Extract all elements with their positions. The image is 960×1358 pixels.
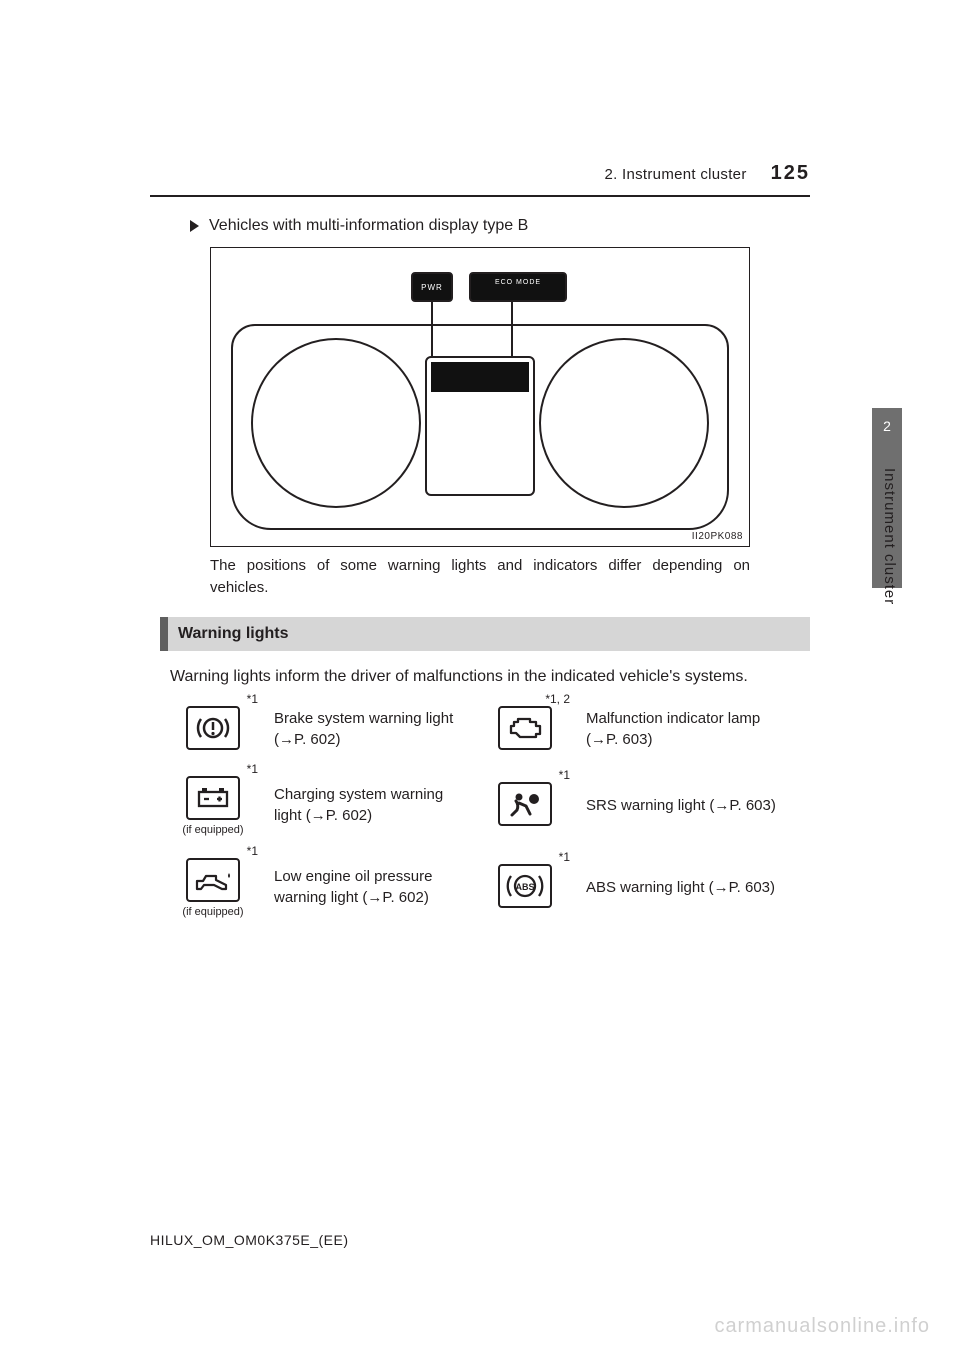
bullet-line: Vehicles with multi-information display … <box>190 217 810 235</box>
superscript: *1 <box>247 844 258 858</box>
pwr-label: PWR <box>413 274 451 302</box>
abs-icon: ABS <box>498 864 552 908</box>
page-header: 2. Instrument cluster 125 <box>150 162 810 185</box>
chapter-label: Instrument cluster <box>881 468 898 605</box>
brake-warning-icon <box>186 706 240 750</box>
section-heading: Warning lights <box>160 617 810 651</box>
warning-lights-grid: *1 Brake system warning light (→P. 602) … <box>170 706 810 918</box>
engine-icon <box>498 706 552 750</box>
page-content: 2. Instrument cluster 125 Vehicles with … <box>150 190 810 918</box>
subtext: (if equipped) <box>182 906 243 918</box>
battery-icon-cell: *1 (if equipped) <box>170 776 256 836</box>
footer-code: HILUX_OM_OM0K375E_(EE) <box>150 1232 349 1248</box>
superscript: *1 <box>559 850 570 864</box>
mil-label: Malfunction indicator lamp (→P. 603) <box>586 709 776 750</box>
srs-icon <box>498 782 552 826</box>
watermark: carmanualsonline.info <box>714 1315 930 1338</box>
svg-text:ABS: ABS <box>515 882 534 892</box>
callout-pwr-box: PWR <box>411 272 453 302</box>
subtext: (if equipped) <box>182 824 243 836</box>
header-section: 2. Instrument cluster <box>604 166 746 183</box>
bullet-text: Vehicles with multi-information display … <box>209 217 528 235</box>
right-gauge <box>539 338 709 508</box>
figure-code: II20PK088 <box>692 531 743 542</box>
srs-icon-cell: *1 <box>482 782 568 830</box>
page-number: 125 <box>771 162 810 185</box>
superscript: *1 <box>247 762 258 776</box>
srs-label: SRS warning light (→P. 603) <box>586 796 776 816</box>
eco-label: ECO MODE <box>471 274 565 289</box>
battery-icon <box>186 776 240 820</box>
superscript: *1, 2 <box>545 692 570 706</box>
figure-caption: The positions of some warning lights and… <box>210 555 750 599</box>
superscript: *1 <box>247 692 258 706</box>
chapter-number: 2 <box>883 418 891 434</box>
brake-warning-label: Brake system warning light (→P. 602) <box>274 709 464 750</box>
instrument-cluster-figure: PWR ECO MODE II20PK088 <box>210 247 750 547</box>
battery-label: Charging system warning light (→P. 602) <box>274 785 464 826</box>
mil-icon-cell: *1, 2 <box>482 706 568 754</box>
brake-warning-icon-cell: *1 <box>170 706 256 754</box>
oil-icon <box>186 858 240 902</box>
superscript: *1 <box>559 768 570 782</box>
oil-icon-cell: *1 (if equipped) <box>170 858 256 918</box>
oil-label: Low engine oil pressure warning light (→… <box>274 867 464 908</box>
section-body: Warning lights inform the driver of malf… <box>170 665 810 688</box>
centre-display-top <box>431 362 529 392</box>
abs-label: ABS warning light (→P. 603) <box>586 878 776 898</box>
bullet-triangle-icon <box>190 220 199 232</box>
abs-icon-cell: *1 ABS <box>482 864 568 912</box>
callout-eco-box: ECO MODE <box>469 272 567 302</box>
centre-display <box>425 356 535 496</box>
header-rule <box>150 195 810 197</box>
left-gauge <box>251 338 421 508</box>
